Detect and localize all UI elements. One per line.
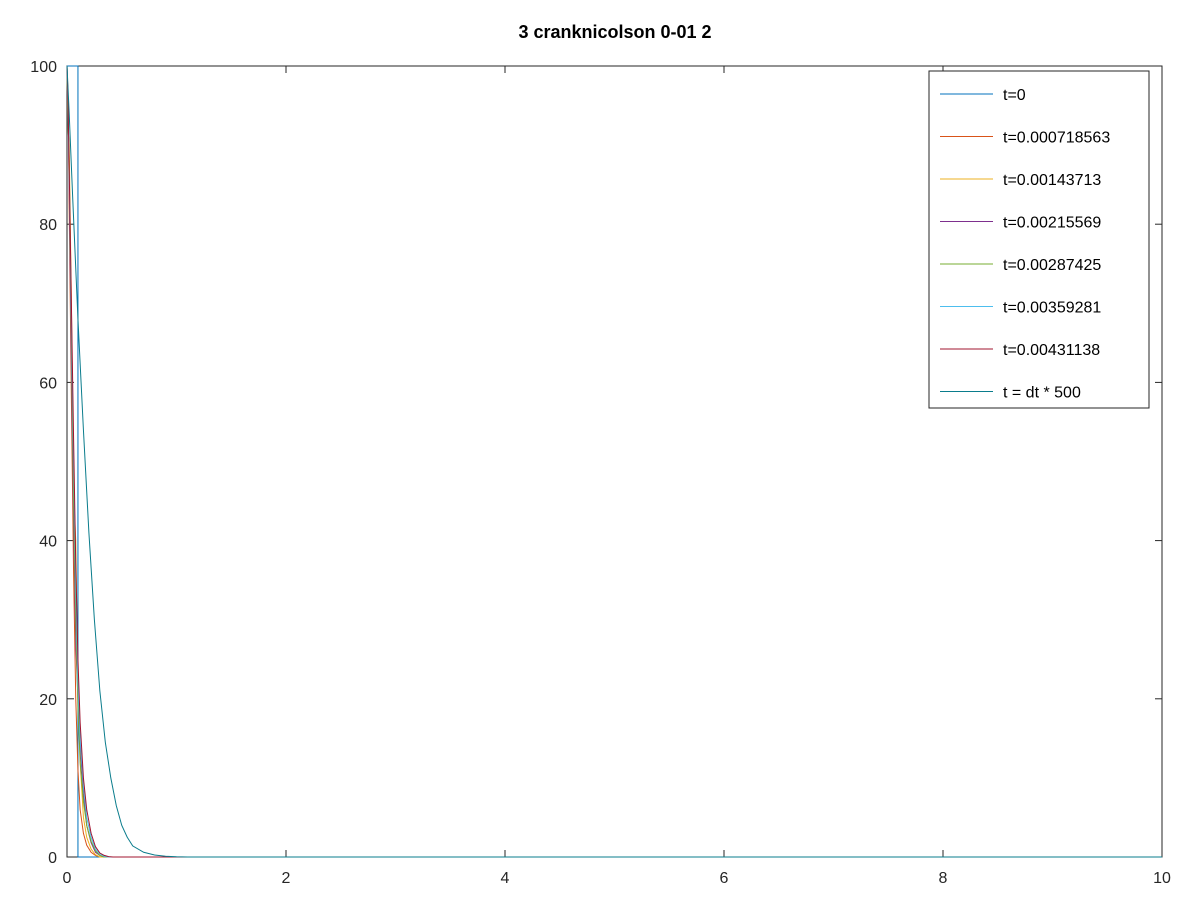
- x-tick-label: 0: [63, 870, 72, 887]
- x-tick-label: 6: [720, 870, 729, 887]
- series-layer: [66, 65, 1162, 858]
- x-tick-label: 4: [501, 870, 510, 887]
- x-tick-label: 10: [1153, 870, 1171, 887]
- legend-label-7: t=0.00431138: [1003, 342, 1100, 359]
- legend-label-4: t=0.00215569: [1003, 215, 1101, 232]
- legend-label-1: t=0: [1003, 87, 1026, 104]
- x-tick-label: 2: [282, 870, 291, 887]
- legend-label-3: t=0.00143713: [1003, 172, 1101, 189]
- legend-label-8: t = dt * 500: [1003, 385, 1081, 402]
- series-line-8: [66, 65, 1162, 858]
- legend: t=0 t=0.000718563 t=0.00143713 t=0.00215569…: [928, 70, 1150, 409]
- x-axis: 0 2 4 6 8 10: [63, 66, 1171, 887]
- chart-title: 3 cranknicolson 0-01 2: [518, 22, 711, 42]
- legend-label-6: t=0.00359281: [1003, 300, 1101, 317]
- legend-label-2: t=0.000718563: [1003, 130, 1110, 147]
- y-tick-label: 80: [39, 217, 57, 234]
- y-axis: 0 20 40 60 80 100: [30, 59, 1162, 867]
- series-line-7: [66, 65, 1162, 858]
- y-tick-label: 20: [39, 692, 57, 709]
- y-tick-label: 60: [39, 375, 57, 392]
- y-tick-label: 40: [39, 534, 57, 551]
- x-tick-label: 8: [939, 870, 948, 887]
- legend-box: [928, 70, 1150, 409]
- legend-label-5: t=0.00287425: [1003, 257, 1101, 274]
- y-tick-label: 0: [48, 850, 57, 867]
- y-tick-label: 100: [30, 59, 57, 76]
